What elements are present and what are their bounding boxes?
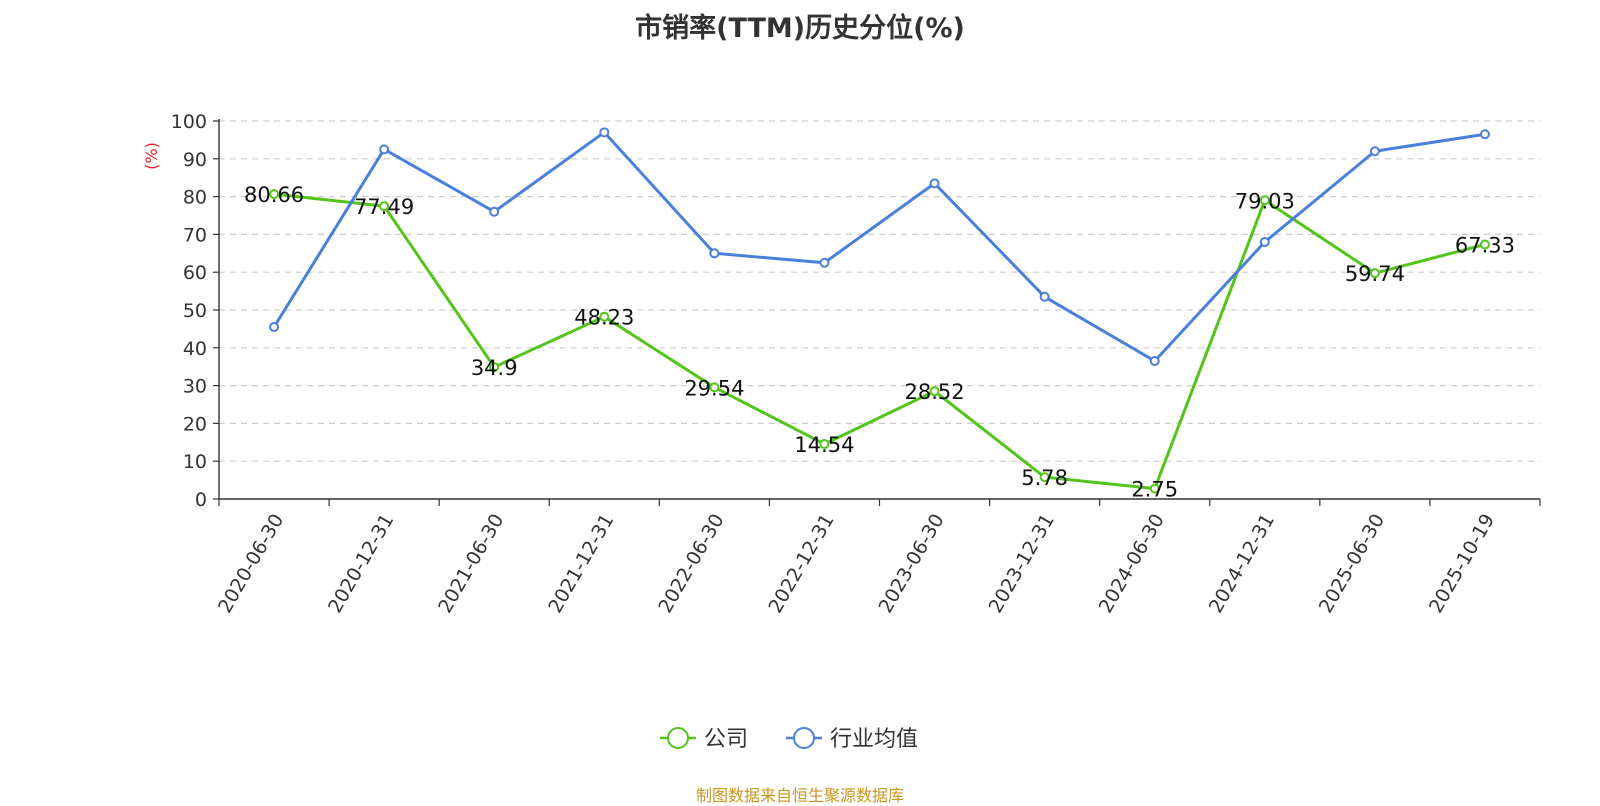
series-line-industry-avg xyxy=(272,130,1486,363)
legend-marker-icon xyxy=(667,727,689,749)
grid-lines xyxy=(219,120,1540,462)
data-label: 14.54 xyxy=(794,433,854,457)
data-point xyxy=(1479,239,1490,250)
legend-item-industry-avg[interactable]: 行业均值 xyxy=(786,727,918,752)
series-layer xyxy=(269,127,1490,494)
data-point xyxy=(269,189,280,200)
data-point xyxy=(1039,472,1050,483)
data-label: 28.52 xyxy=(904,380,964,404)
source-note: 制图数据来自恒生聚源数据库 xyxy=(695,786,904,805)
data-label: 29.54 xyxy=(684,376,744,400)
x-tick-label: 2022-06-30 xyxy=(654,510,728,617)
y-tick-label: 100 xyxy=(171,111,207,133)
data-point xyxy=(709,382,720,393)
data-point xyxy=(1039,291,1050,302)
legend[interactable]: 公司 行业均值 xyxy=(660,727,918,752)
x-tick-label: 2023-12-31 xyxy=(985,510,1059,617)
x-tick-label: 2024-06-30 xyxy=(1095,510,1169,617)
y-tick-label: 10 xyxy=(183,451,207,473)
data-labels: 80.66 77.49 34.9 48.23 29.54 14.54 28.52 5.78 2.… xyxy=(244,183,1515,501)
data-point xyxy=(599,311,610,322)
data-point xyxy=(929,178,940,189)
legend-marker-icon xyxy=(793,727,815,749)
legend-label: 公司 xyxy=(704,727,748,752)
x-tick-label: 2021-06-30 xyxy=(434,510,508,617)
data-label: 59.74 xyxy=(1345,262,1405,286)
x-tick-label: 2021-12-31 xyxy=(544,510,618,617)
legend-label: 行业均值 xyxy=(830,727,918,752)
data-point xyxy=(1259,195,1270,206)
axes: 0 10 20 30 40 50 60 70 80 90 100 2020-06-30 2020-12-… xyxy=(171,111,1541,617)
data-point xyxy=(379,201,390,212)
x-tick-label: 2020-12-31 xyxy=(324,510,398,617)
data-point xyxy=(269,322,280,333)
x-tick-label: 2025-10-19 xyxy=(1425,510,1499,617)
data-label: 80.66 xyxy=(244,183,304,207)
y-tick-label: 80 xyxy=(183,187,207,209)
x-tick-label: 2023-06-30 xyxy=(874,510,948,617)
data-point xyxy=(489,362,500,373)
x-tick-label: 2022-12-31 xyxy=(764,510,838,617)
y-tick-label: 0 xyxy=(195,489,207,511)
y-tick-label: 30 xyxy=(183,376,207,398)
data-point xyxy=(1369,268,1380,279)
data-point xyxy=(1369,146,1380,157)
x-tick-label: 2020-06-30 xyxy=(214,510,288,617)
y-tick-label: 60 xyxy=(183,262,207,284)
data-point xyxy=(1149,483,1160,494)
data-label: 79.03 xyxy=(1235,189,1295,213)
legend-item-company[interactable]: 公司 xyxy=(660,727,748,752)
y-axis-label: (%) xyxy=(142,142,161,170)
x-tick-label: 2024-12-31 xyxy=(1205,510,1279,617)
data-label: 2.75 xyxy=(1131,478,1178,502)
data-point xyxy=(929,386,940,397)
data-label: 77.49 xyxy=(354,195,414,219)
data-point xyxy=(489,206,500,217)
y-tick-label: 90 xyxy=(183,149,207,171)
data-point xyxy=(1149,356,1160,367)
data-point xyxy=(1259,236,1270,247)
data-label: 34.9 xyxy=(471,356,518,380)
chart-title: 市销率(TTM)历史分位(%) xyxy=(635,13,965,44)
series-line-company xyxy=(273,192,1486,491)
data-point xyxy=(819,257,830,268)
data-label: 5.78 xyxy=(1021,466,1068,490)
y-tick-label: 50 xyxy=(183,300,207,322)
y-tick-label: 20 xyxy=(183,413,207,435)
data-point xyxy=(1479,129,1490,140)
y-tick-label: 40 xyxy=(183,338,207,360)
data-point xyxy=(819,439,830,450)
y-tick-label: 70 xyxy=(183,224,207,246)
data-label: 48.23 xyxy=(574,306,634,330)
data-label: 67.33 xyxy=(1455,233,1515,257)
data-point xyxy=(599,127,610,138)
data-point xyxy=(379,144,390,155)
x-tick-label: 2025-06-30 xyxy=(1315,510,1389,617)
data-point xyxy=(709,248,720,259)
